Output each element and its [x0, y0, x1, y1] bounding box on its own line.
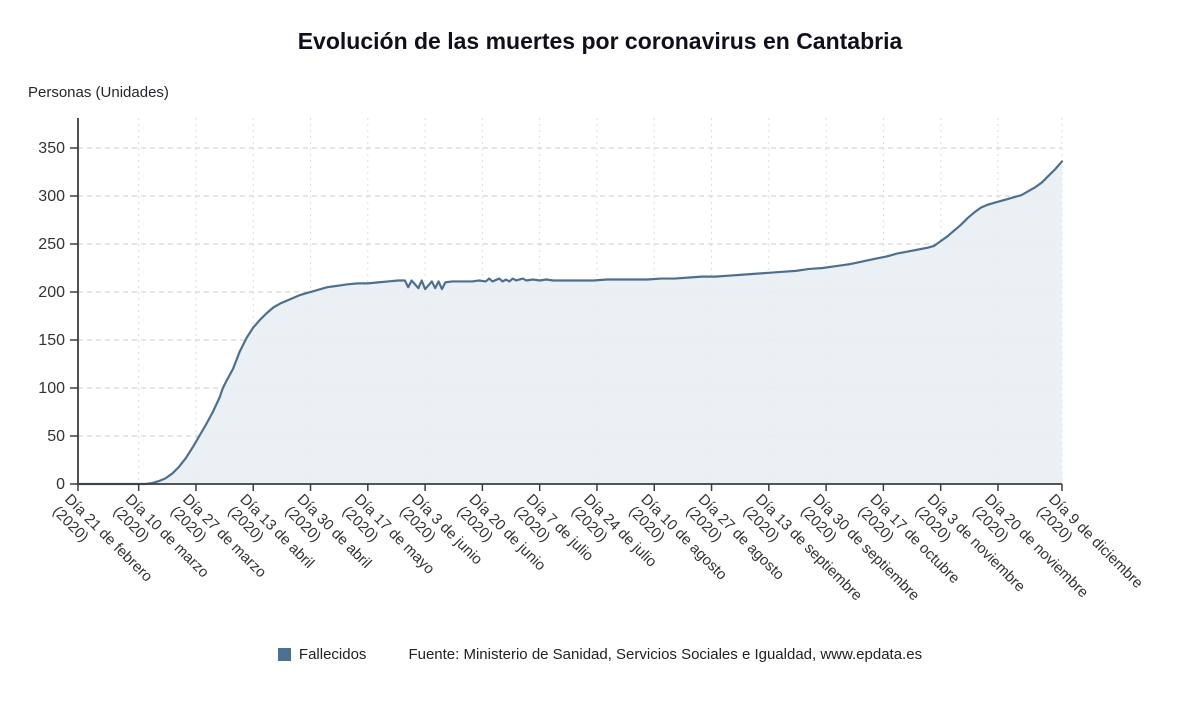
y-tick-label: 250: [38, 236, 65, 253]
y-tick-label: 350: [38, 140, 65, 157]
y-tick-label: 50: [47, 428, 65, 445]
y-tick-label: 200: [38, 284, 65, 301]
y-tick-label: 150: [38, 332, 65, 349]
legend: Fallecidos: [277, 646, 367, 663]
y-tick-label: 100: [38, 380, 65, 397]
chart-title: Evolución de las muertes por coronavirus…: [297, 28, 903, 54]
series-area-fallecidos: [78, 161, 1062, 484]
series-line-fallecidos: [76, 160, 1064, 486]
y-tick-label: 0: [56, 476, 65, 493]
legend-label: Fallecidos: [298, 646, 367, 663]
y-axis-title: Personas (Unidades): [28, 84, 169, 101]
y-tick-label: 300: [38, 188, 65, 205]
chart-footer: Fallecidos Fuente: Ministerio de Sanidad…: [0, 646, 1200, 663]
legend-swatch-icon: [277, 648, 291, 661]
source-text: Fuente: Ministerio de Sanidad, Servicios…: [408, 646, 923, 663]
